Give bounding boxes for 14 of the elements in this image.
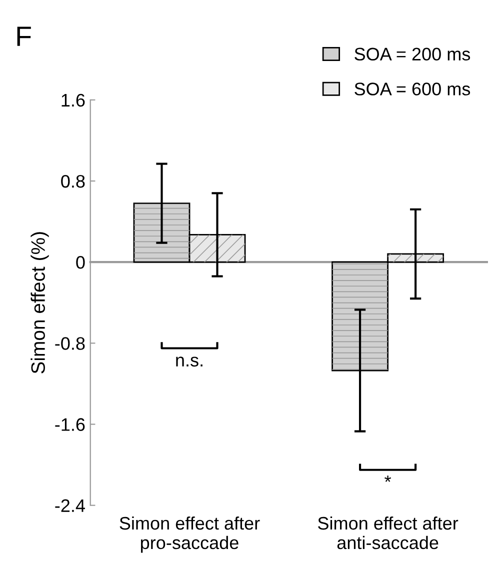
y-tick-label: 1.6 xyxy=(62,94,85,107)
chart-title: F xyxy=(17,26,31,46)
legend-label: SOA = 200 ms xyxy=(354,48,470,61)
y-tick-label: 0 xyxy=(76,256,85,269)
legend-label: SOA = 600 ms xyxy=(354,82,470,96)
annotation: n.s. xyxy=(176,356,202,367)
y-tick-label: -2.4 xyxy=(55,499,85,512)
y-tick-label: -0.8 xyxy=(55,337,85,350)
x-tick-label: Simon effect after anti-saccade xyxy=(318,516,458,550)
annotation: * xyxy=(384,476,392,482)
y-tick-label: 0.8 xyxy=(61,174,85,188)
x-tick-label: Simon effect after pro-saccade xyxy=(120,516,260,553)
y-tick-label: -1.6 xyxy=(55,418,85,431)
y-axis-title: Simon effect (%) xyxy=(30,232,49,374)
